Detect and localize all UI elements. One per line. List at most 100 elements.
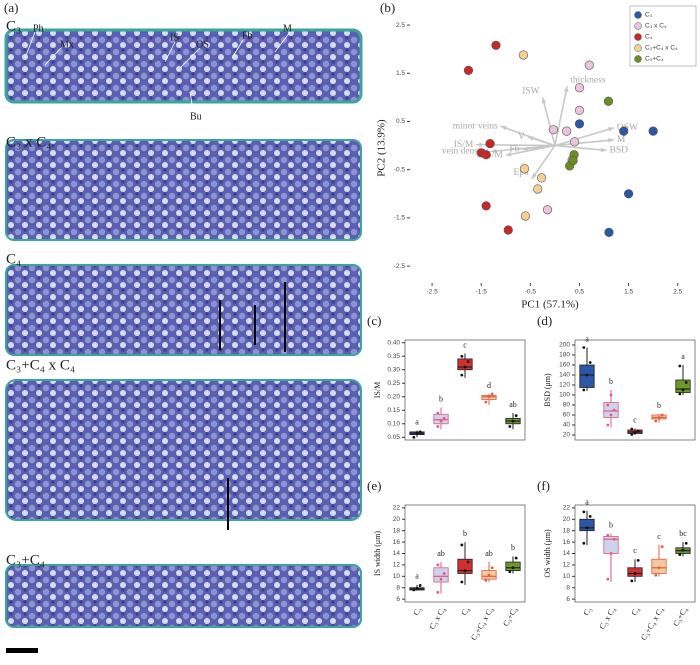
data-point [460,354,464,358]
data-point [636,558,640,562]
panel-label: (e) [367,478,381,493]
scale-bar [6,648,38,653]
loading-label: M [617,135,626,145]
data-point [412,435,416,439]
point [623,189,634,199]
arrow-head [607,127,614,132]
arrow-head [476,142,482,148]
x-tick-label: C₃+C₄ [671,605,689,628]
data-point [612,537,616,541]
x-tick-label: 0.5 [575,289,584,296]
y-tick-label: 40 [563,422,571,429]
data-point [585,526,589,530]
section-label: C₃+C₄ [6,552,45,568]
arrow-head [505,151,512,157]
data-point [418,584,422,587]
data-point [588,361,592,364]
data-point [582,388,586,392]
significance-letter: a [681,352,685,361]
y-tick-label: 0.05 [387,434,400,441]
significance-letter: b [609,377,613,386]
data-point [514,414,518,418]
significance-letter: c [633,546,637,555]
box [579,518,595,532]
significance-letter: b [511,543,515,552]
x-tick-label: -1.5 [476,289,488,296]
data-point [585,373,589,377]
loading-label: vein density [442,147,488,157]
point [604,227,614,237]
y-tick-label: 8 [396,584,400,591]
data-point [582,346,586,349]
data-point [660,413,664,417]
y-tick-label: 14 [563,550,571,557]
x-tick-label: C₄ [629,605,641,617]
significance-letter: a [585,334,589,343]
x-tick-label: C₃ x C₄ [597,605,617,631]
data-point [484,578,488,582]
y-tick-label: 0.10 [387,421,400,428]
y-tick-label: 6 [566,596,570,603]
y-tick-label: 100 [559,392,570,399]
loading-arrow [554,86,568,146]
data-point [654,419,658,423]
data-point [633,431,637,434]
arrow-head [608,138,614,143]
y-tick-label: 8 [566,584,570,591]
y-tick-label: -2.5 [394,263,406,270]
annotation: OS [196,39,209,50]
data-point [511,419,515,423]
y-axis-label: PC2 (13.9%) [376,119,388,177]
data-point [588,515,592,518]
panel-label: (c) [367,313,381,328]
data-point [684,381,688,384]
panel-label: (d) [537,313,552,328]
panel-label: (f) [537,478,550,493]
significance-letter: ab [485,549,493,558]
data-point [606,577,610,581]
point [584,60,594,70]
data-point [436,411,440,415]
loading-label: ISW [522,87,539,97]
significance-letter: bc [679,529,687,538]
annotation: Fb [242,30,253,41]
significance-letter: ab [437,549,445,558]
annotation: M [283,23,292,34]
data-point [609,393,613,397]
section-label: C₃ [6,18,21,34]
annotation: Bu [190,111,202,122]
y-tick-label: 18 [563,527,571,534]
significance-letter: b [439,394,443,403]
y-tick-label: 0.20 [387,393,400,400]
data-point [436,425,440,428]
loading-label: Epd [514,168,530,178]
annotation: IS [170,32,179,43]
x-tick-label: C₃ [411,605,423,617]
significance-letter: b [609,520,613,529]
point [519,164,530,174]
data-point [582,510,586,514]
box [433,413,449,425]
data-point [466,360,470,364]
x-tick-label: C₄ [459,605,471,617]
loading-label: IS/M [454,140,474,150]
plot-frame [574,339,696,441]
point [491,40,501,50]
y-tick-label: 12 [393,562,401,569]
point [463,65,474,75]
arrows [219,282,286,530]
arrow-head [491,148,497,154]
significance-letter: c [463,340,467,349]
data-point [657,566,661,570]
loading-arrow [554,126,615,147]
y-tick-label: 12 [563,562,571,569]
data-point [678,364,682,368]
data-point [418,430,422,434]
data-point [436,563,440,567]
y-tick-label: 0.15 [387,407,400,414]
y-tick-label: 14 [393,550,401,557]
y-tick-label: 22 [563,505,571,512]
panel-label: (b) [380,0,395,15]
y-tick-label: 18 [393,527,401,534]
